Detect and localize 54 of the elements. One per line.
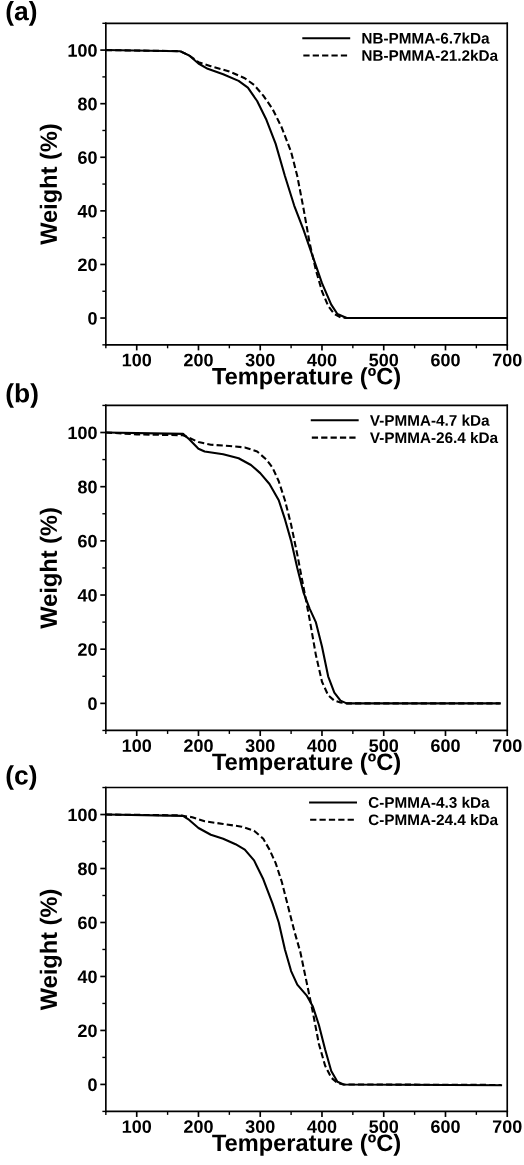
y-tick-label: 60 — [78, 151, 97, 164]
legend-label: V-PMMA-4.7 kDa — [369, 414, 490, 426]
y-axis-title: Weight (%) — [39, 889, 62, 1011]
y-tick-label: 40 — [77, 970, 97, 984]
y-tick-label: 80 — [78, 862, 97, 876]
x-tick-label: 700 — [492, 353, 522, 367]
chart-title: (c) — [6, 765, 37, 790]
y-tick-label: 60 — [78, 916, 97, 930]
legend-label: NB-PMMA-6.7kDa — [362, 32, 490, 44]
x-tick-label: 700 — [492, 739, 522, 753]
y-tick-label: 20 — [78, 1024, 97, 1038]
y-tick-label: 60 — [78, 534, 97, 548]
x-tick-label: 500 — [369, 1120, 399, 1134]
legend-label: C-PMMA-4.3 kDa — [368, 796, 490, 808]
x-tick-label: 500 — [369, 353, 399, 367]
x-tick-label: 100 — [122, 739, 152, 753]
y-tick-label: 20 — [78, 643, 97, 656]
x-tick-label: 700 — [492, 1120, 522, 1134]
y-tick-label: 40 — [77, 588, 97, 602]
legend-label: C-PMMA-24.4 kDa — [368, 814, 499, 826]
legend-label: V-PMMA-26.4 kDa — [369, 431, 499, 444]
y-tick-label: 0 — [88, 311, 97, 325]
x-tick-label: 400 — [307, 1120, 337, 1134]
x-tick-label: 400 — [307, 739, 337, 753]
x-tick-label: 200 — [184, 739, 213, 753]
y-tick-label: 100 — [68, 808, 97, 822]
x-tick-label: 300 — [245, 353, 275, 367]
x-tick-label: 300 — [245, 739, 275, 753]
y-axis-title: Weight (%) — [39, 508, 62, 629]
y-tick-label: 80 — [78, 480, 97, 494]
x-tick-label: 200 — [184, 353, 213, 367]
x-tick-label: 600 — [431, 353, 460, 367]
x-axis-title: Temperature (ºC) — [212, 1133, 400, 1156]
chart-title: (a) — [6, 1, 37, 26]
y-tick-label: 100 — [68, 426, 97, 440]
x-tick-label: 200 — [184, 1120, 213, 1134]
y-tick-label: 100 — [68, 44, 97, 57]
legend-label: NB-PMMA-21.2kDa — [362, 49, 499, 61]
x-tick-label: 100 — [122, 1120, 152, 1134]
x-tick-label: 600 — [431, 1120, 460, 1134]
y-tick-label: 0 — [88, 1078, 97, 1092]
y-tick-label: 0 — [88, 697, 97, 711]
x-tick-label: 400 — [307, 353, 337, 367]
y-axis-title: Weight (%) — [39, 124, 62, 245]
x-tick-label: 100 — [122, 353, 152, 367]
x-tick-label: 600 — [431, 739, 460, 753]
x-tick-label: 300 — [245, 1120, 275, 1134]
x-tick-label: 500 — [369, 739, 399, 753]
y-tick-label: 20 — [78, 258, 97, 272]
chart-title: (b) — [6, 383, 38, 408]
x-axis-title: Temperature (ºC) — [212, 752, 400, 775]
x-axis-title: Temperature (ºC) — [212, 367, 400, 390]
y-tick-label: 40 — [77, 204, 97, 218]
y-tick-label: 80 — [78, 97, 97, 111]
